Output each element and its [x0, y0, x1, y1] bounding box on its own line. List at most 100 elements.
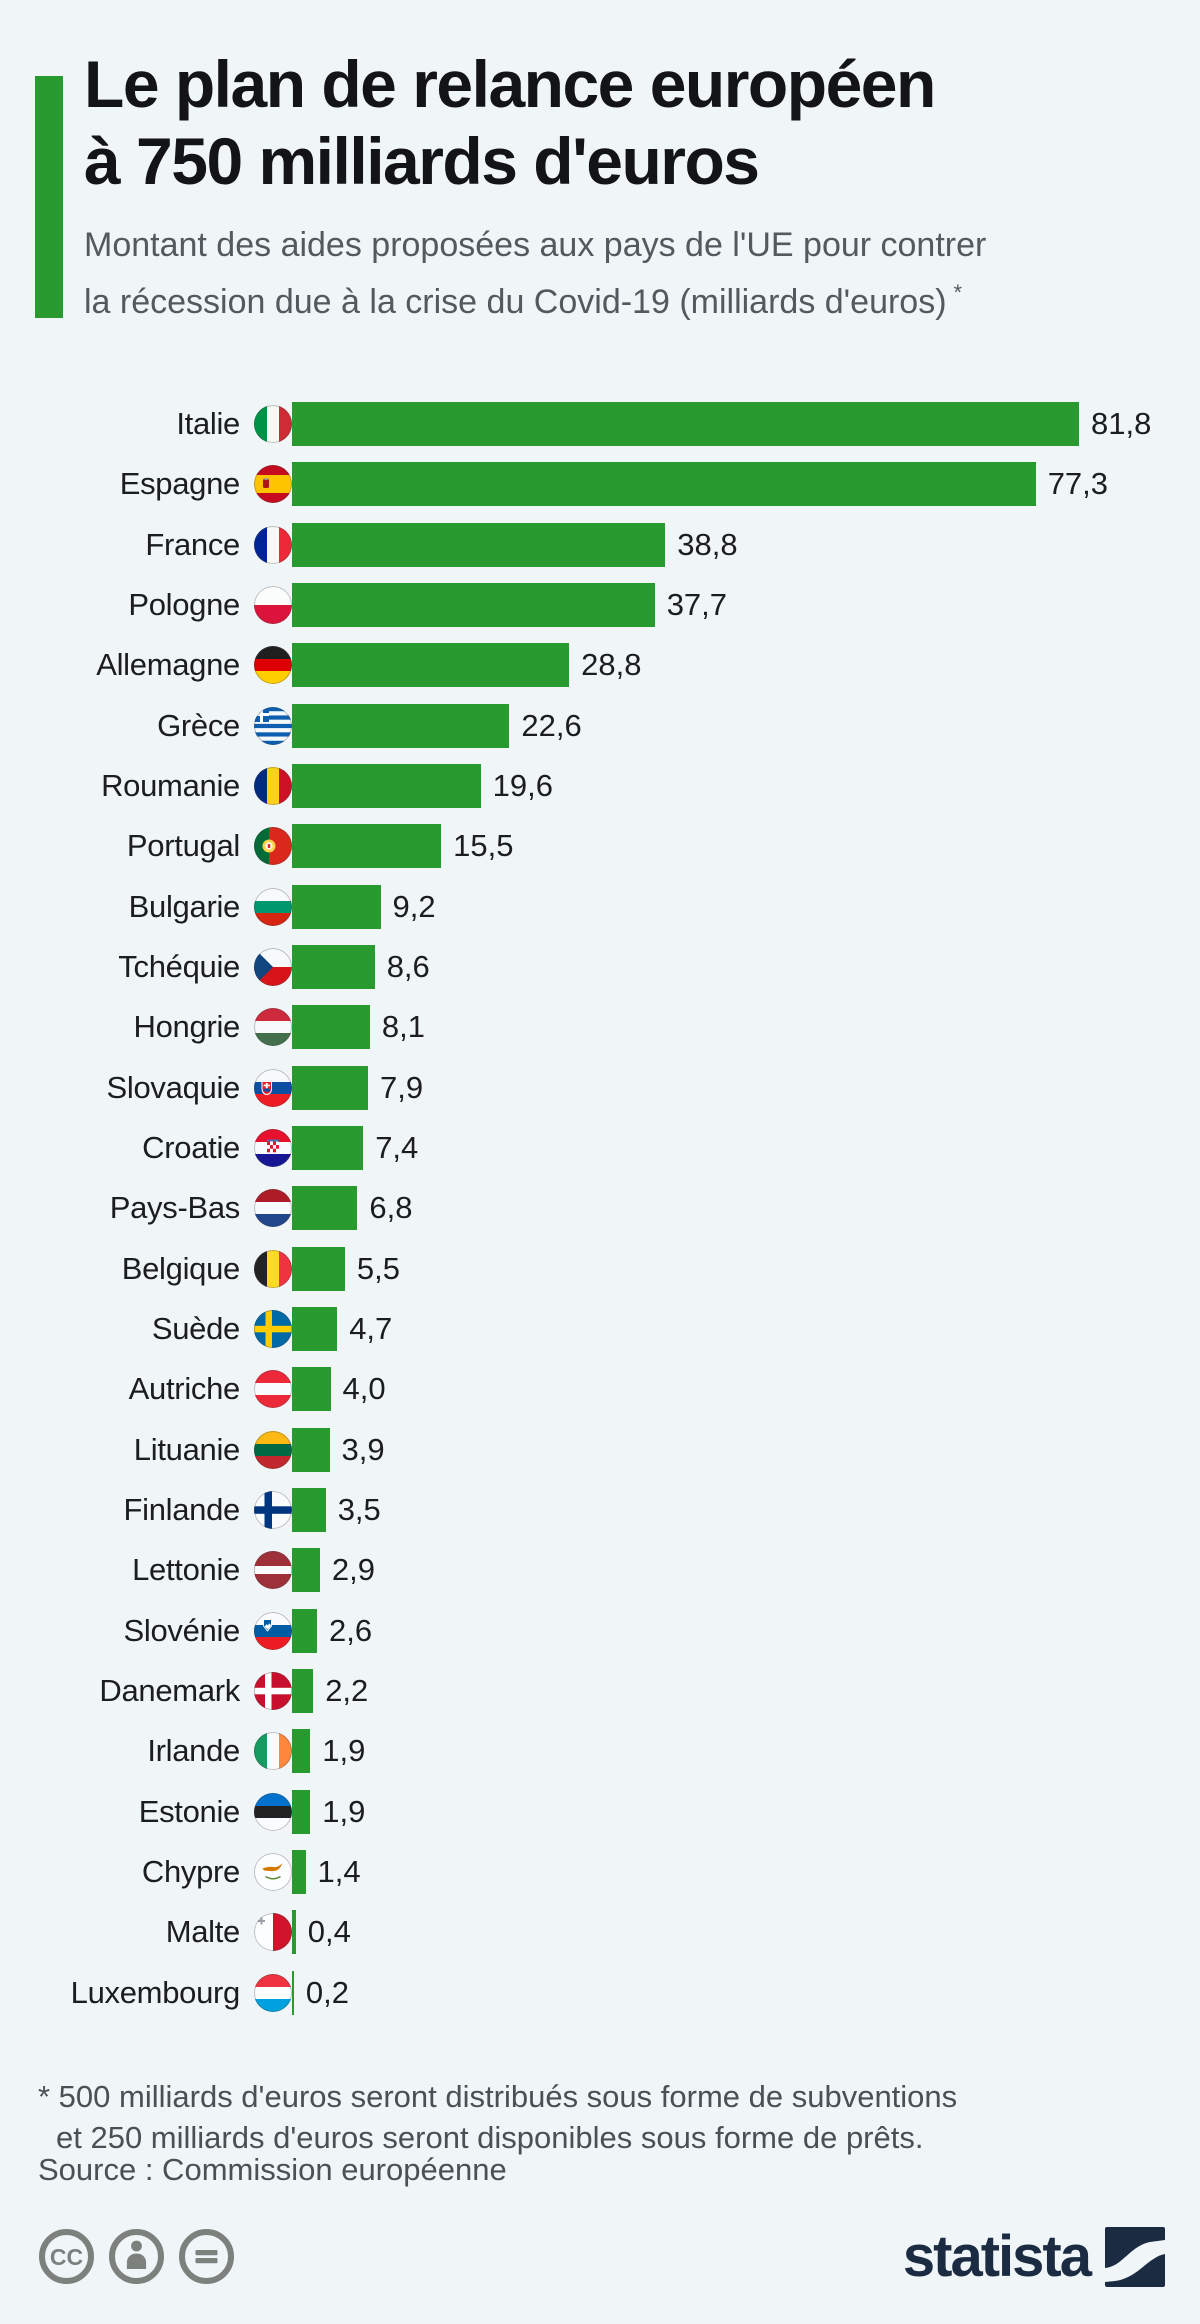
value-bar	[292, 1065, 368, 1110]
value-bar	[292, 1427, 330, 1472]
value-label: 22,6	[521, 707, 582, 743]
value-bar	[292, 522, 666, 567]
value-label: 2,2	[325, 1673, 369, 1709]
flag-estonia-icon	[254, 1792, 292, 1831]
chart-row: Pologne 37,7	[0, 575, 1200, 635]
value-bar	[292, 945, 375, 990]
value-label: 1,9	[322, 1793, 366, 1829]
country-label: Allemagne	[96, 647, 240, 683]
value-bar	[292, 824, 442, 869]
country-label: Roumanie	[101, 768, 240, 804]
country-label: Grèce	[157, 707, 240, 743]
value-bar	[292, 703, 510, 748]
source-label: Source : Commission européenne	[38, 2152, 507, 2187]
chart-row: Allemagne 28,8	[0, 635, 1200, 695]
value-bar	[292, 1970, 294, 2015]
country-label: France	[145, 526, 240, 562]
footnote-line-1: * 500 milliards d'euros seront distribué…	[38, 2079, 958, 2114]
country-label: Lituanie	[133, 1431, 241, 1467]
value-bar	[292, 1488, 326, 1533]
flag-ireland-icon	[254, 1732, 292, 1771]
country-label: Italie	[176, 406, 240, 442]
flag-greece-icon	[254, 706, 292, 745]
value-label: 2,6	[329, 1612, 373, 1648]
flag-spain-icon	[254, 465, 292, 504]
country-label: Chypre	[141, 1854, 240, 1890]
chart-row: Suède 4,7	[0, 1299, 1200, 1359]
bar-chart: Italie 81,8 Espagne 77,3 France 38,8 Pologne 37…	[0, 394, 1200, 2023]
value-bar	[292, 462, 1036, 507]
cc-license-icons: CC	[38, 2228, 235, 2285]
country-label: Croatie	[142, 1130, 240, 1166]
value-label: 28,8	[581, 647, 642, 683]
value-label: 8,1	[381, 1009, 425, 1045]
chart-row: Italie 81,8	[0, 394, 1200, 454]
value-bar	[292, 764, 481, 809]
chart-row: Espagne 77,3	[0, 454, 1200, 514]
chart-row: Hongrie 8,1	[0, 997, 1200, 1057]
value-bar	[292, 1910, 296, 1955]
chart-row: Finlande 3,5	[0, 1480, 1200, 1540]
value-label: 38,8	[677, 526, 738, 562]
title-accent-bar	[35, 76, 63, 318]
flag-slovenia-icon	[254, 1611, 292, 1650]
chart-row: Croatie 7,4	[0, 1118, 1200, 1178]
subtitle-line-1: Montant des aides proposées aux pays de …	[84, 226, 987, 264]
value-label: 4,7	[349, 1311, 393, 1347]
country-label: Hongrie	[133, 1009, 241, 1045]
subtitle: Montant des aides proposées aux pays de …	[84, 222, 986, 326]
value-label: 0,2	[305, 1974, 349, 2010]
value-label: 7,4	[375, 1130, 419, 1166]
flag-sweden-icon	[254, 1310, 292, 1349]
value-bar	[292, 1850, 306, 1895]
flag-germany-icon	[254, 646, 292, 685]
creative-commons-icon[interactable]: CC	[38, 2228, 95, 2285]
value-bar	[292, 1548, 320, 1593]
statista-wordmark: statista	[902, 2224, 1092, 2289]
value-label: 37,7	[666, 587, 728, 623]
value-bar	[292, 1789, 311, 1834]
country-label: Luxembourg	[70, 1974, 241, 2010]
value-label: 7,9	[380, 1069, 424, 1105]
flag-romania-icon	[254, 767, 292, 806]
flag-netherlands-icon	[254, 1189, 292, 1228]
flag-latvia-icon	[254, 1551, 292, 1590]
flag-hungary-icon	[254, 1008, 292, 1047]
country-label: Autriche	[128, 1371, 241, 1407]
subtitle-line-2: la récession due à la crise du Covid-19 …	[84, 283, 947, 321]
country-label: Bulgarie	[128, 888, 241, 924]
chart-row: Roumanie 19,6	[0, 756, 1200, 816]
value-bar	[292, 1608, 317, 1653]
title-line-2: à 750 milliards d'euros	[84, 124, 760, 198]
value-label: 3,9	[341, 1431, 385, 1467]
value-label: 9,2	[392, 888, 436, 924]
chart-row: Slovénie 2,6	[0, 1601, 1200, 1661]
attribution-icon[interactable]	[108, 2228, 165, 2285]
chart-row: Lituanie 3,9	[0, 1420, 1200, 1480]
no-derivatives-icon[interactable]	[178, 2228, 235, 2285]
chart-row: Belgique 5,5	[0, 1239, 1200, 1299]
value-bar	[292, 1729, 311, 1774]
value-label: 3,5	[337, 1492, 381, 1528]
value-bar	[292, 1126, 364, 1171]
country-label: Tchéquie	[118, 949, 240, 985]
chart-row: Autriche 4,0	[0, 1359, 1200, 1419]
flag-luxembourg-icon	[254, 1973, 292, 2012]
flag-croatia-icon	[254, 1129, 292, 1168]
value-label: 5,5	[356, 1250, 400, 1286]
statista-logo[interactable]: statista	[903, 2226, 1165, 2288]
flag-italy-icon	[254, 405, 292, 444]
chart-row: Malte 0,4	[0, 1902, 1200, 1962]
country-label: Suède	[151, 1311, 240, 1347]
flag-czechia-icon	[254, 948, 292, 987]
country-label: Belgique	[121, 1250, 241, 1286]
flag-lithuania-icon	[254, 1430, 292, 1469]
value-label: 19,6	[492, 768, 553, 804]
country-label: Malte	[165, 1914, 241, 1950]
title-line-1: Le plan de relance européen	[84, 47, 936, 121]
chart-row: Bulgarie 9,2	[0, 877, 1200, 937]
country-label: Espagne	[119, 466, 241, 502]
flag-bulgaria-icon	[254, 887, 292, 926]
flag-cyprus-icon	[254, 1853, 292, 1892]
flag-malta-icon	[254, 1913, 292, 1952]
